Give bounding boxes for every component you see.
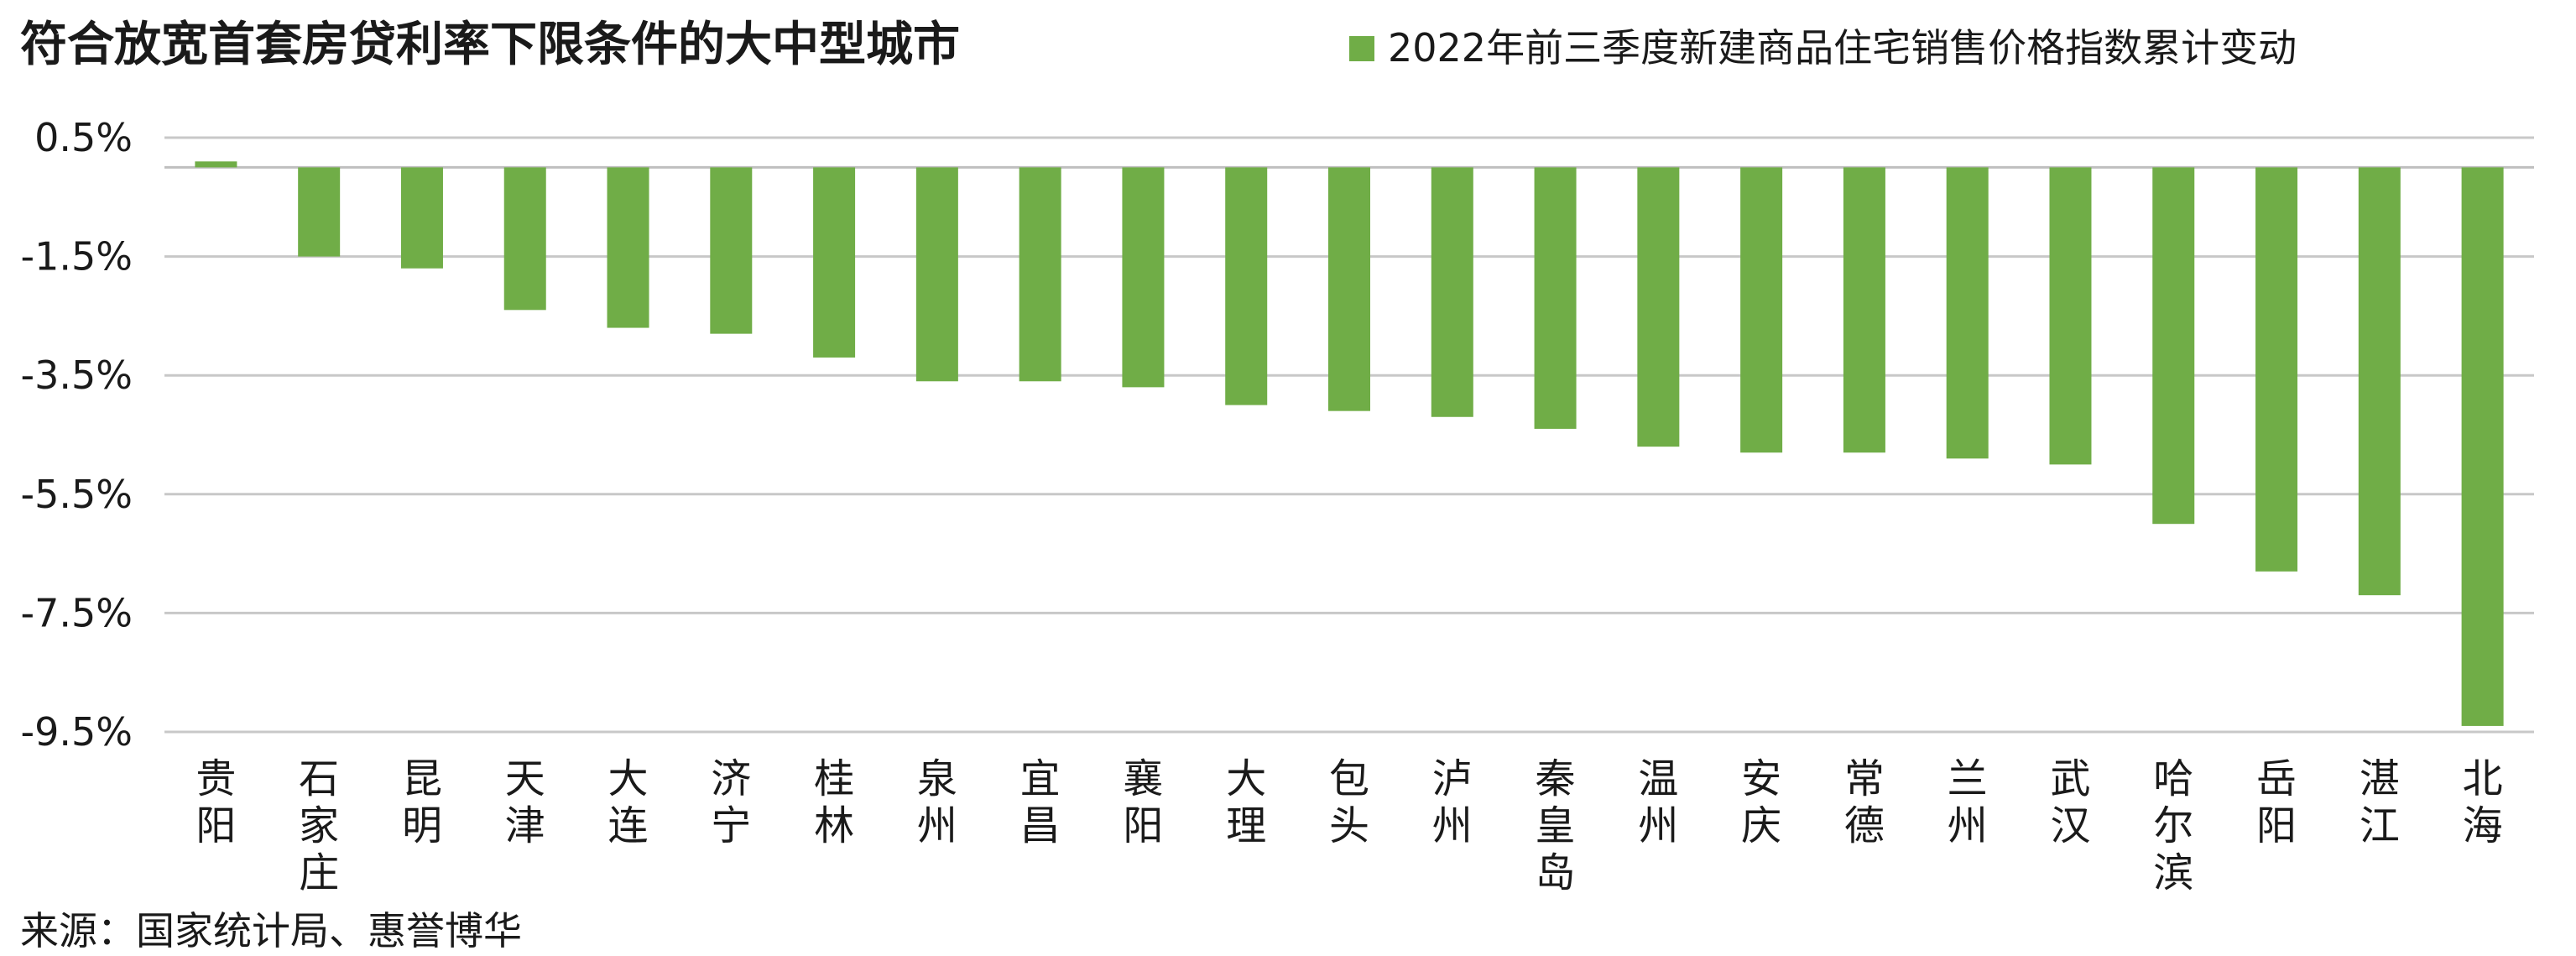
bar-0 (195, 161, 237, 168)
bar-4 (607, 167, 649, 328)
bar-6 (813, 167, 856, 358)
y-tick-label: -7.5% (21, 590, 133, 635)
y-tick-label: -3.5% (21, 353, 133, 398)
bar-1 (298, 167, 341, 257)
bar-15 (1740, 167, 1783, 453)
bar-17 (1946, 167, 1989, 459)
bar-8 (1019, 167, 1061, 382)
category-label: 哈尔滨 (2153, 755, 2193, 896)
bar-16 (1843, 167, 1885, 453)
source-note: 来源：国家统计局、惠誉博华 (20, 908, 522, 953)
category-label: 常德 (1844, 755, 1885, 849)
category-label: 济宁 (711, 755, 751, 849)
category-label: 湛江 (2360, 755, 2400, 849)
bar-21 (2358, 167, 2401, 596)
legend-swatch (1349, 35, 1374, 61)
bar-9 (1122, 167, 1165, 388)
category-label: 泉州 (917, 755, 957, 849)
bar-3 (503, 167, 546, 311)
bar-2 (400, 167, 443, 269)
bar-10 (1225, 167, 1268, 405)
category-label: 岳阳 (2256, 755, 2297, 849)
category-label: 大连 (608, 755, 649, 849)
bar-18 (2049, 167, 2092, 465)
category-label: 兰州 (1948, 755, 1988, 849)
legend-label: 2022年前三季度新建商品住宅销售价格指数累计变动 (1388, 25, 2297, 71)
bar-5 (710, 167, 753, 334)
bar-7 (915, 167, 958, 382)
category-label: 温州 (1638, 755, 1678, 849)
y-tick-label: 0.5% (34, 115, 133, 160)
category-label: 襄阳 (1123, 755, 1163, 849)
category-label: 天津 (505, 755, 545, 849)
category-label: 宜昌 (1020, 755, 1061, 849)
chart-title: 符合放宽首套房贷利率下限条件的大中型城市 (20, 18, 960, 72)
category-label: 秦皇岛 (1536, 755, 1576, 896)
category-label: 昆明 (402, 755, 442, 849)
bar-12 (1431, 167, 1473, 417)
bar-13 (1534, 167, 1577, 429)
gridlines (164, 136, 2534, 734)
y-tick-label: -5.5% (21, 472, 133, 517)
category-label: 包头 (1329, 755, 1369, 849)
bar-22 (2461, 167, 2504, 726)
category-label: 石家庄 (299, 755, 339, 896)
legend: 2022年前三季度新建商品住宅销售价格指数累计变动 (1349, 25, 2297, 71)
y-tick-label: -1.5% (21, 234, 133, 279)
category-label: 北海 (2463, 755, 2503, 849)
category-label: 贵阳 (196, 755, 236, 849)
y-tick-label: -9.5% (21, 709, 133, 755)
bar-20 (2255, 167, 2298, 572)
category-label: 桂林 (814, 755, 854, 849)
category-label: 泸州 (1432, 755, 1473, 849)
y-axis: 0.5% -1.5% -3.5% -5.5% -7.5% -9.5% (21, 115, 133, 755)
bar-19 (2152, 167, 2195, 525)
category-label: 大理 (1226, 755, 1266, 849)
bars (195, 161, 2504, 726)
bar-14 (1637, 167, 1680, 447)
category-label: 武汉 (2050, 755, 2090, 849)
bar-11 (1328, 167, 1370, 411)
category-label: 安庆 (1741, 755, 1781, 849)
